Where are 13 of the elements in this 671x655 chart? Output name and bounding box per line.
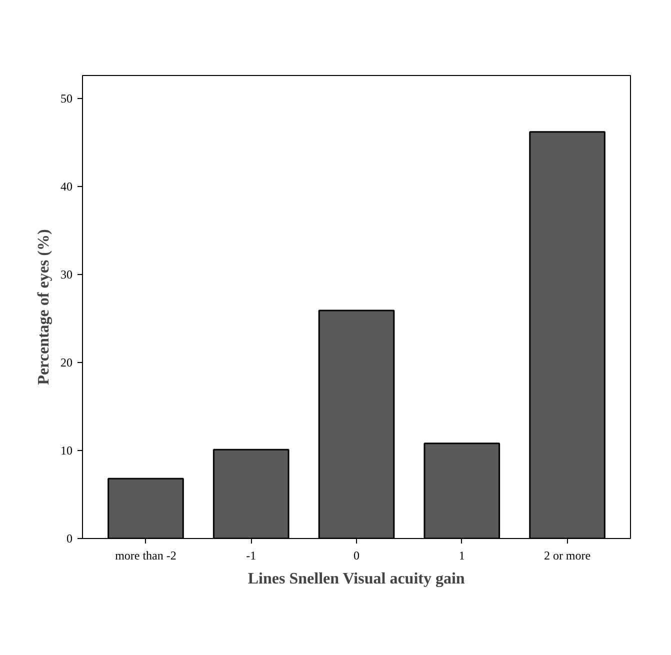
y-tick-label: 0 — [66, 532, 72, 546]
y-tick-label: 30 — [60, 267, 72, 282]
x-tick-label: 2 or more — [544, 548, 591, 562]
x-tick-label: more than -2 — [115, 548, 176, 562]
y-tick-label: 50 — [60, 91, 72, 106]
y-axis-title: Percentage of eyes (%) — [36, 229, 52, 385]
x-tick-label: 1 — [458, 548, 465, 562]
x-axis-title: Lines Snellen Visual acuity gain — [248, 570, 465, 588]
y-tick-label: 40 — [60, 179, 72, 194]
y-tick-label: 20 — [60, 355, 72, 370]
x-tick-label: -1 — [246, 548, 256, 562]
x-tick-label: 0 — [354, 548, 360, 562]
y-tick-label: 10 — [60, 443, 72, 458]
